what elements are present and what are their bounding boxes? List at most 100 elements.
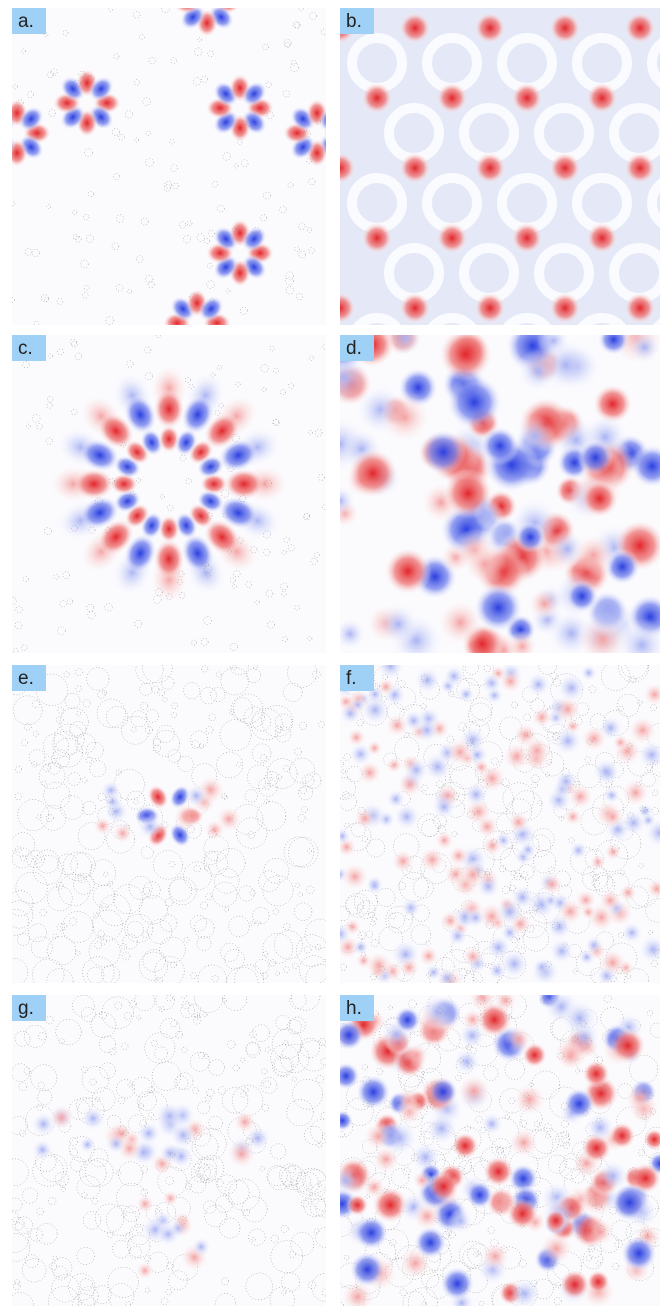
label-box [340,665,374,691]
rod [626,886,649,909]
rod [214,868,240,894]
rod [20,739,28,747]
rod [526,1103,532,1109]
rod [402,1167,411,1176]
rod [451,1145,457,1151]
rod [421,784,428,791]
rod [68,917,77,926]
rod [300,806,308,813]
rod [286,1099,314,1127]
rod [138,1103,144,1109]
blob [462,542,507,587]
rod [221,1277,229,1286]
rod [203,616,212,625]
blob [384,547,432,596]
label-box [340,8,374,34]
rod [199,901,208,910]
panel [12,665,326,983]
rod [313,1228,320,1234]
rod [465,665,479,675]
rod [538,665,557,675]
rod [421,819,439,837]
blob [393,1006,422,1034]
rod [249,889,257,896]
rod [310,557,318,565]
rod [650,704,657,711]
rod [12,900,34,929]
rod [199,687,217,705]
rod [562,1141,570,1149]
rod [207,50,214,57]
rod [427,1096,434,1103]
rod [36,423,43,430]
blob [364,950,394,980]
rod [218,1086,227,1095]
rod [308,430,313,435]
rod [231,665,237,671]
rod [222,152,231,161]
rod [640,1230,648,1239]
lobe [175,0,211,7]
rod [429,1232,437,1240]
rod [649,1108,656,1115]
rod [98,1035,116,1053]
rod [94,497,103,506]
rod [177,570,185,578]
rod [385,905,413,934]
rod [355,1267,362,1274]
panel-label: c. [18,338,33,359]
blob [508,1276,542,1306]
rod [510,869,517,876]
rod [212,460,220,468]
rod [254,959,270,974]
rod [386,702,405,721]
rod [23,576,29,583]
blob [487,960,507,981]
rod [113,884,144,915]
rod [189,293,198,302]
rod [199,305,205,311]
rod [274,971,280,976]
rod [266,758,298,789]
blob [585,594,628,637]
rod [518,1259,527,1268]
rod [168,860,176,868]
rod [201,75,208,83]
rod [112,1240,131,1259]
rod [205,573,211,578]
blob [361,222,393,254]
rod [95,1203,125,1233]
rod [554,1282,561,1289]
rod [60,922,68,930]
blob [577,439,614,476]
blob [553,768,579,794]
blob [365,876,384,895]
blob [340,1062,360,1091]
rod [36,1223,58,1245]
rod [296,1172,320,1195]
rod [320,28,326,35]
rod [15,871,48,904]
rod [446,735,455,744]
rod [294,902,313,921]
rod [470,697,493,720]
rod [271,1028,303,1060]
rod [32,699,41,709]
ring [578,313,626,325]
rod [133,11,141,19]
rod [498,1246,522,1270]
rod [302,1169,326,1194]
rod [81,777,88,784]
panel-label: d. [346,338,362,359]
rod [315,1075,324,1084]
rod [111,128,120,136]
rod [41,780,47,787]
rod [370,920,376,927]
rod [211,974,219,983]
blob [442,665,466,688]
rod [284,41,291,48]
rod [261,705,294,737]
rod [340,793,357,811]
rod [584,756,591,763]
rod [204,865,210,871]
